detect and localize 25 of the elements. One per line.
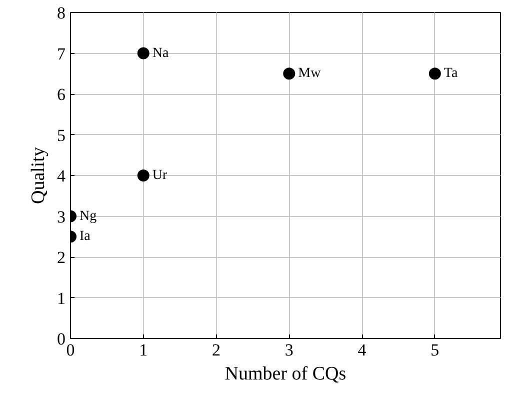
y-tick-label: 5 [57,126,66,145]
y-tick-label: 4 [57,166,66,186]
y-tick-label: 1 [57,288,66,308]
y-tick-label: 6 [57,85,66,104]
y-axis-title: Quality [28,146,49,204]
x-tick-label: 5 [430,340,440,360]
y-tick-label: 3 [57,207,66,226]
annotation: Ia [80,229,92,244]
y-tick-label: 2 [57,248,66,267]
x-tick-label: 1 [139,340,148,360]
x-axis-title: Number of CQs [224,364,346,384]
point [137,170,150,182]
annotation: Ta [444,66,458,82]
point [283,68,296,80]
annotation: Ur [152,168,168,183]
annotation: Na [152,46,170,61]
y-tick-label: 7 [57,44,66,64]
annotation: Ng [80,208,97,224]
point [137,47,150,60]
y-tick-label: 8 [57,4,66,22]
x-tick-label: 2 [212,340,221,360]
x-tick-label: 3 [284,340,294,360]
x-tick-label: 4 [358,340,367,360]
annotation: Mw [298,66,322,82]
point [428,68,441,80]
